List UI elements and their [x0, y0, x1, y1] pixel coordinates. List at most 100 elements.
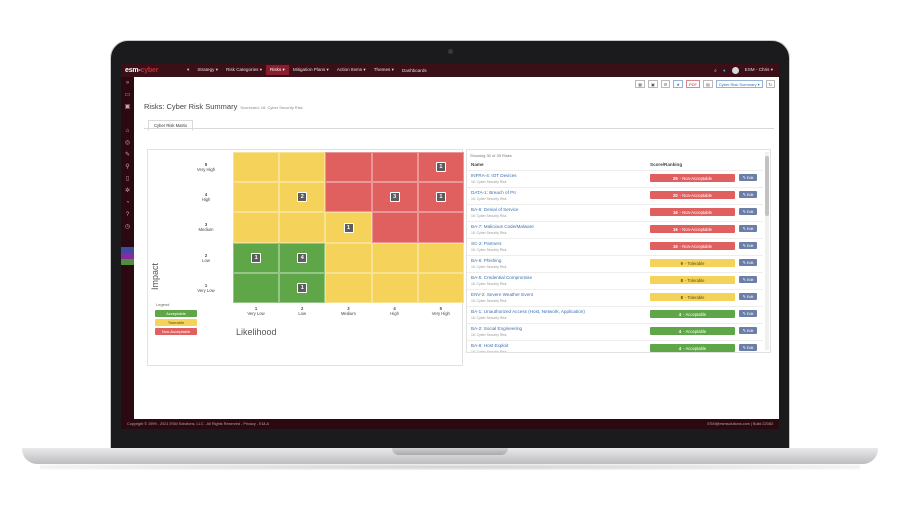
matrix-cell[interactable] — [371, 272, 418, 303]
tab-cyber-risk-matrix[interactable]: Cyber Risk Matrix — [148, 120, 194, 131]
impact-row-label: 1 Very Low — [197, 282, 215, 293]
matrix-cell[interactable] — [417, 242, 464, 273]
matrix-cell[interactable] — [233, 152, 280, 183]
risk-count-badge[interactable]: 1 — [435, 192, 446, 203]
risk-name-link[interactable]: ENV-2: Severe Weather Event — [471, 292, 533, 297]
risk-count-badge[interactable]: 1 — [435, 162, 446, 173]
risk-scorecard: 16: Cyber Security Risk — [471, 333, 507, 337]
legend-item: Acceptable — [155, 310, 197, 317]
edit-button[interactable]: ✎ Edit — [739, 293, 757, 300]
score-badge: 8- Tolerable — [650, 276, 735, 284]
risk-row: BA-8: Host Exploit 16: Cyber Security Ris… — [467, 340, 763, 352]
nav-strategy[interactable]: Strategy ▾ — [197, 67, 219, 72]
favorite-icon[interactable]: ★ — [673, 80, 683, 88]
edit-button[interactable]: ✎ Edit — [739, 225, 757, 232]
view-grid-icon[interactable]: ▣ — [647, 80, 658, 88]
edit-button[interactable]: ✎ Edit — [739, 344, 757, 351]
edit-button[interactable]: ✎ Edit — [739, 259, 757, 266]
matrix-cell[interactable] — [279, 212, 326, 243]
pdf-button[interactable]: PDF — [685, 80, 700, 88]
matrix-cell[interactable] — [325, 182, 372, 213]
window-icon[interactable]: ▣ — [124, 104, 131, 110]
matrix-cell[interactable] — [325, 272, 372, 303]
risk-count-badge[interactable]: 1 — [297, 282, 308, 293]
risk-name-link[interactable]: DATA-1: Breach of PII — [471, 190, 516, 195]
expand-icon[interactable]: » — [125, 80, 130, 86]
nav-themes[interactable]: Themes ▾ — [373, 67, 394, 72]
column-header-name[interactable]: Name — [471, 162, 484, 167]
risk-name-link[interactable]: BA-6: Denial of Service — [471, 207, 519, 212]
nav-risk-categories[interactable]: Risk Categories ▾ — [226, 67, 263, 72]
matrix-cell[interactable] — [417, 212, 464, 243]
avatar[interactable] — [731, 66, 739, 74]
risk-scorecard: 16: Cyber Security Risk — [471, 316, 507, 320]
report-dropdown[interactable]: Cyber Risk Summary ▾ — [715, 80, 763, 88]
scrollbar[interactable] — [765, 152, 769, 350]
edit-button[interactable]: ✎ Edit — [739, 174, 757, 181]
app-logo[interactable]: esm-cyber — [125, 66, 159, 74]
risk-name-link[interactable]: BA-7: Malicious Code/Malware — [471, 224, 534, 229]
matrix-cell[interactable] — [371, 242, 418, 273]
matrix-cell[interactable] — [325, 242, 372, 273]
matrix-cell[interactable] — [417, 272, 464, 303]
search-icon[interactable]: ⌕ — [714, 67, 717, 73]
nav-apps-menu[interactable]: ▾ — [187, 67, 190, 72]
chart-icon[interactable]: ◔ — [125, 200, 130, 206]
risk-name-link[interactable]: BA-1: Unauthorized Access (Host, Network… — [471, 309, 585, 314]
camera-icon — [448, 49, 453, 54]
nav-dashboards[interactable]: Dashboards — [401, 67, 427, 73]
score-badge: 8- Tolerable — [650, 293, 735, 301]
risk-name-link[interactable]: INFRA-4: IOT Devices — [471, 173, 517, 178]
risk-name-link[interactable]: BA-2: Social Engineering — [471, 326, 523, 331]
folder-icon[interactable]: ▭ — [124, 92, 131, 98]
matrix-cell[interactable] — [233, 272, 280, 303]
risk-count-badge[interactable]: 4 — [297, 252, 308, 263]
risk-name-link[interactable]: BA-6: Phishing — [471, 258, 502, 263]
risk-count-badge[interactable]: 1 — [343, 222, 354, 233]
document-icon[interactable]: ▯ — [125, 176, 130, 182]
matrix-cell[interactable] — [325, 152, 372, 183]
risk-count-badge[interactable]: 1 — [251, 252, 262, 263]
export-icon[interactable]: ▤ — [702, 80, 713, 88]
wrench-icon[interactable]: ✎ — [124, 152, 131, 158]
chat-icon[interactable]: ● — [722, 67, 726, 73]
column-header-score[interactable]: Score/Ranking — [650, 162, 683, 167]
user-menu[interactable]: ESM - Chris ▾ — [744, 67, 773, 72]
footer-copyright: Copyright © 1999 - 2021 ESM Solutions, L… — [127, 422, 270, 426]
risk-scorecard: 16: Cyber Security Risk — [471, 231, 507, 235]
refresh-icon[interactable]: ↻ — [765, 80, 775, 88]
score-badge: 4- Acceptable — [650, 310, 735, 318]
scroll-thumb[interactable] — [765, 156, 769, 216]
edit-button[interactable]: ✎ Edit — [739, 191, 757, 198]
risk-name-link[interactable]: BA-8: Host Exploit — [471, 343, 509, 348]
risk-name-link[interactable]: BA-5: Credential Compromise — [471, 275, 533, 280]
matrix-cell[interactable] — [233, 212, 280, 243]
nav-mitigation-plans[interactable]: Mitigation Plans ▾ — [292, 67, 329, 72]
gear-icon[interactable]: ✲ — [124, 188, 131, 194]
pin-icon[interactable]: ⚲ — [125, 164, 130, 170]
settings-icon[interactable]: ⚙ — [660, 80, 671, 88]
matrix-cell[interactable] — [371, 212, 418, 243]
risk-name-link[interactable]: SC-2: Partners — [471, 241, 502, 246]
edit-button[interactable]: ✎ Edit — [739, 327, 757, 334]
nav-action-items[interactable]: Action Items ▾ — [336, 67, 366, 72]
matrix-cell[interactable] — [233, 182, 280, 213]
edit-button[interactable]: ✎ Edit — [739, 208, 757, 215]
risk-count-badge[interactable]: 3 — [389, 192, 400, 203]
matrix-cell[interactable] — [279, 152, 326, 183]
edit-button[interactable]: ✎ Edit — [739, 310, 757, 317]
home-icon[interactable]: ⌂ — [125, 128, 130, 134]
matrix-cell[interactable] — [371, 152, 418, 183]
risk-count-badge[interactable]: 2 — [297, 192, 308, 203]
target-icon[interactable]: ◎ — [124, 140, 131, 146]
matrix-cell[interactable] — [279, 182, 326, 213]
edit-button[interactable]: ✎ Edit — [739, 242, 757, 249]
help-icon[interactable]: ? — [125, 212, 130, 218]
clock-icon[interactable]: ◷ — [124, 224, 131, 230]
screen: esm-cyber ▾ Strategy ▾ Risk Categories ▾… — [121, 63, 779, 448]
edit-button[interactable]: ✎ Edit — [739, 276, 757, 283]
view-table-icon[interactable]: ▦ — [635, 80, 645, 88]
risk-row: BA-7: Malicious Code/Malware 16: Cyber Se… — [467, 221, 763, 238]
score-badge: 16- Non-Acceptable — [650, 208, 735, 216]
nav-risks[interactable]: Risks ▾ — [266, 65, 289, 75]
